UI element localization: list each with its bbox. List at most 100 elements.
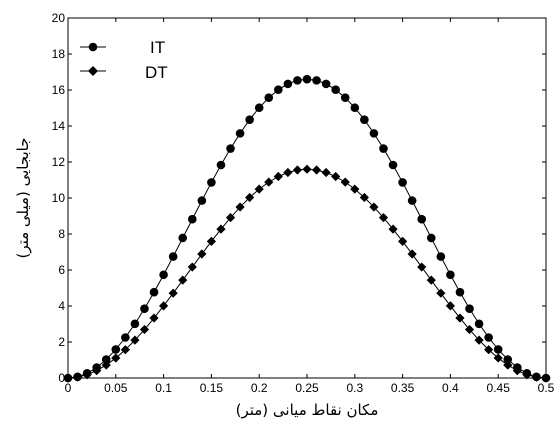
data-point-dt bbox=[407, 249, 417, 259]
y-tick-label: 0 bbox=[58, 371, 65, 385]
data-point-it bbox=[474, 319, 484, 329]
y-tick-label: 12 bbox=[52, 155, 66, 169]
data-point-dt bbox=[388, 224, 398, 234]
data-point-it bbox=[111, 345, 121, 354]
x-tick-label: 0.25 bbox=[295, 381, 319, 395]
data-point-dt bbox=[531, 372, 542, 382]
data-point-it bbox=[159, 270, 168, 280]
data-point-dt bbox=[139, 324, 150, 335]
data-point-it bbox=[235, 129, 245, 138]
data-point-it bbox=[369, 129, 379, 138]
data-point-it bbox=[340, 93, 350, 102]
data-point-dt bbox=[72, 372, 83, 382]
y-tick-label: 10 bbox=[52, 191, 66, 205]
data-point-it bbox=[388, 160, 398, 170]
data-point-dt bbox=[522, 370, 532, 380]
data-point-it bbox=[216, 160, 226, 170]
data-point-it bbox=[187, 214, 197, 224]
data-point-dt bbox=[359, 192, 369, 203]
x-tick-label: 0.15 bbox=[200, 381, 224, 395]
y-tick-label: 4 bbox=[58, 299, 65, 313]
data-point-dt bbox=[321, 167, 331, 178]
data-point-it bbox=[121, 333, 130, 342]
data-point-dt bbox=[292, 165, 303, 175]
data-point-dt bbox=[283, 167, 293, 178]
legend-marker-it bbox=[88, 42, 98, 52]
data-point-dt bbox=[311, 165, 322, 175]
data-point-dt bbox=[503, 360, 513, 370]
data-point-it bbox=[446, 270, 455, 280]
data-point-it bbox=[226, 144, 235, 153]
data-point-dt bbox=[445, 301, 455, 311]
data-point-dt bbox=[159, 301, 169, 311]
data-point-dt bbox=[512, 366, 522, 376]
data-point-it bbox=[407, 196, 417, 205]
data-point-dt bbox=[82, 370, 92, 380]
data-point-it bbox=[245, 115, 254, 124]
data-point-dt bbox=[273, 171, 283, 182]
data-point-dt bbox=[417, 262, 427, 272]
data-point-dt bbox=[426, 275, 436, 285]
data-point-dt bbox=[331, 171, 341, 182]
data-point-it bbox=[426, 233, 436, 243]
series-line-it bbox=[67, 78, 547, 379]
data-point-dt bbox=[92, 366, 102, 376]
y-tick-label: 20 bbox=[52, 11, 66, 25]
data-point-it bbox=[178, 233, 188, 243]
data-point-dt bbox=[254, 184, 264, 194]
data-point-it bbox=[493, 345, 503, 354]
data-point-dt bbox=[455, 313, 465, 323]
x-tick-label: 0.5 bbox=[538, 381, 555, 395]
data-point-dt bbox=[436, 288, 446, 298]
data-point-dt bbox=[206, 236, 216, 246]
data-point-dt bbox=[464, 324, 475, 335]
data-point-dt bbox=[168, 288, 178, 298]
data-point-it bbox=[140, 304, 149, 313]
x-tick-label: 0.45 bbox=[487, 381, 511, 395]
x-tick-label: 0.3 bbox=[346, 381, 363, 395]
data-point-it bbox=[254, 103, 264, 113]
data-point-it bbox=[465, 304, 474, 313]
data-point-it bbox=[283, 79, 293, 89]
data-point-it bbox=[484, 333, 493, 342]
legend-label-it: IT bbox=[150, 38, 165, 57]
data-point-it bbox=[321, 79, 331, 89]
data-point-it bbox=[398, 178, 407, 187]
y-tick-label: 18 bbox=[52, 47, 66, 61]
data-point-it bbox=[130, 319, 140, 329]
data-point-dt bbox=[235, 202, 245, 212]
x-tick-label: 0.4 bbox=[442, 381, 459, 395]
y-tick-label: 16 bbox=[52, 83, 66, 97]
data-point-dt bbox=[378, 213, 389, 223]
data-point-dt bbox=[130, 335, 140, 345]
data-point-it bbox=[417, 214, 427, 224]
data-point-dt bbox=[225, 213, 236, 223]
plot-frame bbox=[67, 17, 547, 379]
legend-label-dt: DT bbox=[145, 63, 168, 82]
x-tick-label: 0.35 bbox=[391, 381, 415, 395]
y-axis-title: جابجایی (میلی متر) bbox=[14, 137, 32, 258]
data-point-it bbox=[274, 85, 283, 94]
data-point-dt bbox=[120, 345, 130, 355]
data-point-dt bbox=[474, 335, 484, 345]
data-point-dt bbox=[178, 275, 188, 285]
data-point-it bbox=[293, 76, 302, 85]
data-point-it bbox=[331, 85, 340, 94]
data-point-it bbox=[264, 93, 274, 102]
data-point-it bbox=[360, 115, 369, 124]
data-point-it bbox=[168, 252, 178, 261]
data-point-it bbox=[350, 103, 360, 113]
data-point-it bbox=[207, 178, 216, 187]
y-tick-label: 6 bbox=[58, 263, 65, 277]
data-point-it bbox=[101, 355, 111, 364]
y-tick-label: 14 bbox=[52, 119, 66, 133]
data-point-dt bbox=[197, 249, 207, 259]
x-axis-title: مکان نقاط میانی (متر) bbox=[236, 401, 379, 419]
data-point-it bbox=[455, 287, 465, 297]
series-line-dt bbox=[67, 168, 547, 379]
data-point-dt bbox=[264, 177, 274, 187]
data-point-it bbox=[149, 287, 159, 297]
data-point-dt bbox=[63, 373, 73, 383]
data-point-dt bbox=[111, 353, 121, 363]
y-tick-label: 2 bbox=[58, 335, 65, 349]
